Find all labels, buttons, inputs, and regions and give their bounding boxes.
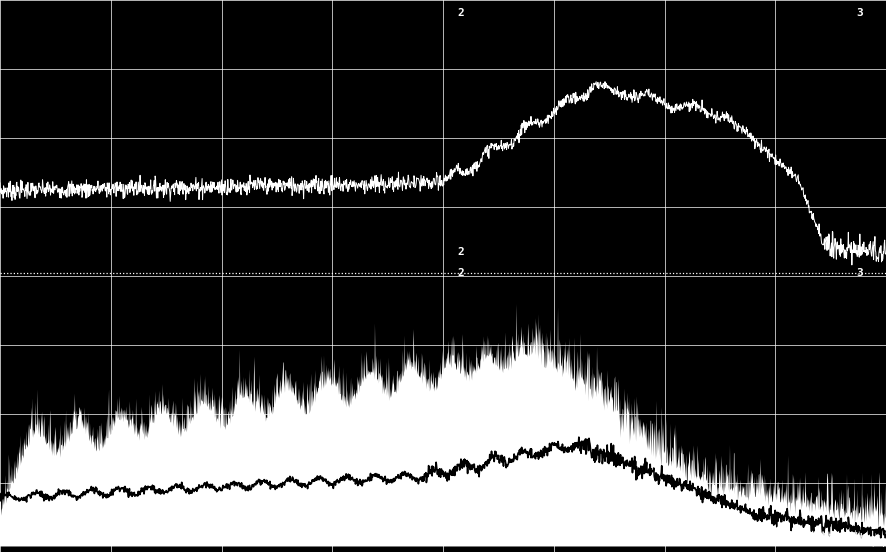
Text: 3: 3 (856, 8, 863, 18)
Text: 3: 3 (856, 268, 863, 278)
Text: 2: 2 (457, 247, 464, 257)
Text: 2: 2 (457, 268, 464, 278)
Text: 2: 2 (457, 8, 464, 18)
Text: 3: 3 (856, 247, 863, 257)
